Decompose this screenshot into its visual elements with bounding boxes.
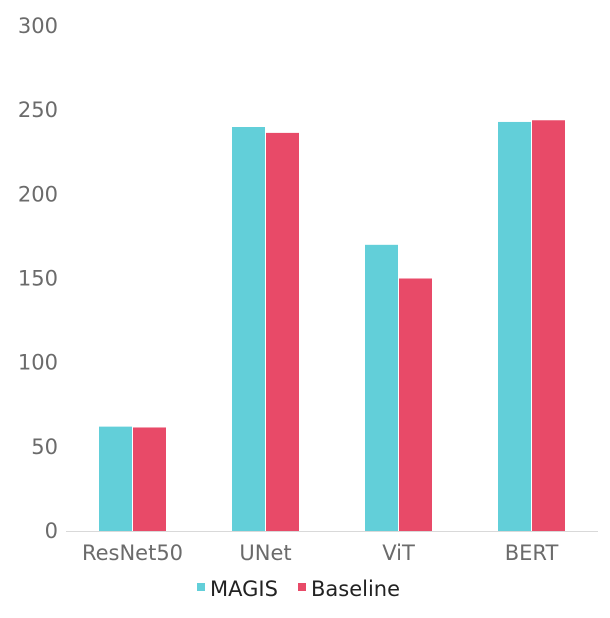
bar-baseline-resnet50	[133, 427, 166, 531]
legend: MAGIS Baseline	[197, 577, 400, 601]
bar-magis-unet	[232, 127, 265, 531]
legend-label-baseline: Baseline	[311, 577, 400, 601]
bar-magis-resnet50	[99, 426, 132, 531]
x-tick-label: UNet	[239, 541, 291, 565]
y-tick-label: 50	[31, 435, 58, 459]
bar-baseline-unet	[266, 132, 299, 531]
x-tick-label: ViT	[382, 541, 415, 565]
legend-swatch-baseline	[298, 583, 306, 591]
x-axis-labels: ResNet50 UNet ViT BERT	[82, 541, 558, 565]
bar-baseline-vit	[399, 278, 432, 531]
y-tick-label: 100	[18, 351, 58, 375]
bar-magis-vit	[365, 244, 398, 532]
legend-swatch-magis	[197, 583, 205, 591]
bar-magis-bert	[498, 121, 531, 531]
legend-label-magis: MAGIS	[210, 577, 278, 601]
x-tick-label: BERT	[505, 541, 559, 565]
y-tick-label: 200	[18, 182, 58, 206]
y-axis-ticks: 0 50 100 150 200 250 300	[18, 14, 58, 543]
y-tick-label: 150	[18, 267, 58, 291]
x-tick-label: ResNet50	[82, 541, 183, 565]
bars	[99, 120, 565, 532]
y-tick-label: 300	[18, 14, 58, 38]
y-tick-label: 0	[45, 519, 58, 543]
y-tick-label: 250	[18, 98, 58, 122]
bar-baseline-bert	[532, 120, 565, 532]
